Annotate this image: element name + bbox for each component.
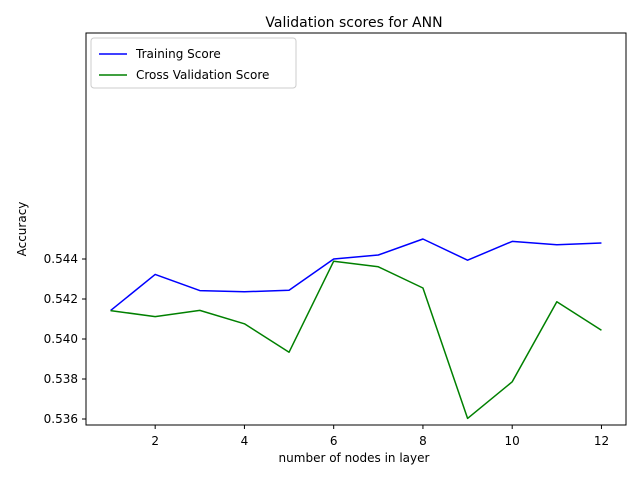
y-tick-label: 0.536 [44,412,78,426]
y-tick-label: 0.544 [44,252,78,266]
x-tick-label: 10 [505,434,520,448]
plot-lines [110,238,602,420]
legend: Training Score Cross Validation Score [90,37,297,89]
y-axis-ticks: 0.536 0.538 0.540 0.542 0.544 [44,252,86,426]
chart-title: Validation scores for ANN [265,15,442,31]
legend-label-training-score: Training Score [135,47,221,61]
legend-box [90,37,297,89]
y-tick-label: 0.542 [44,292,78,306]
x-tick-label: 2 [151,434,159,448]
series-line-training-score [110,238,602,312]
axes-frame [85,32,627,426]
x-tick-label: 4 [241,434,249,448]
x-axis-label: number of nodes in layer [279,451,430,465]
series-line-cross-validation-score [110,260,602,420]
x-tick-label: 6 [330,434,338,448]
y-axis-label: Accuracy [15,202,29,257]
x-tick-label: 12 [594,434,609,448]
y-tick-label: 0.540 [44,332,78,346]
legend-label-cross-validation-score: Cross Validation Score [136,68,269,82]
x-axis-ticks: 2 4 6 8 10 12 [151,425,609,448]
x-tick-label: 8 [419,434,427,448]
y-tick-label: 0.538 [44,372,78,386]
